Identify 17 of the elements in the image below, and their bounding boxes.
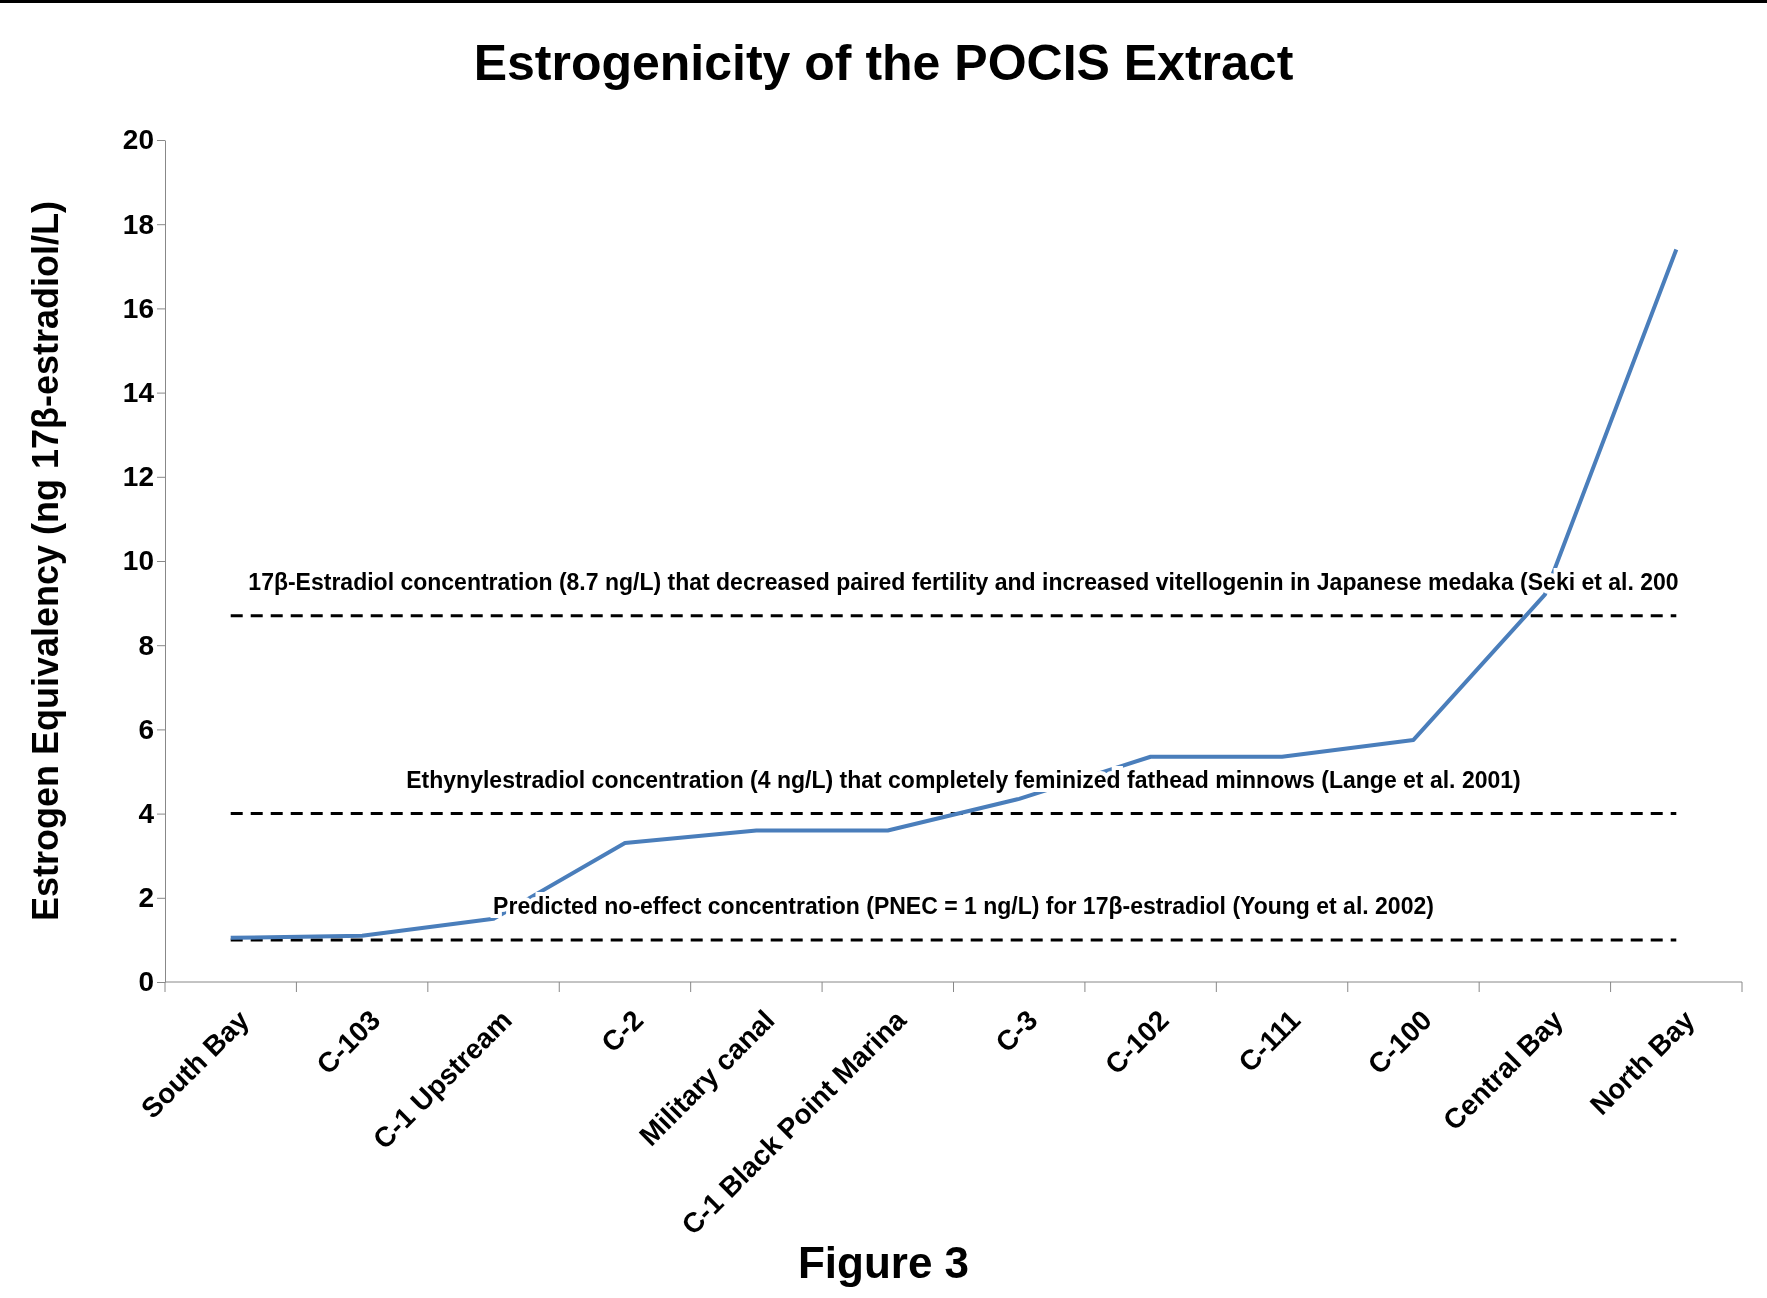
y-tick-label: 12: [122, 461, 154, 493]
y-tick-label: 0: [138, 966, 154, 998]
y-axis-title: Estrogen Equivalency (ng 17β-estradiol/L): [25, 200, 66, 922]
y-tick-label: 10: [122, 545, 154, 577]
line-series: [228, 247, 1679, 940]
x-tick-label: C-2: [595, 1004, 650, 1059]
y-tick-label: 20: [122, 124, 154, 156]
y-tick-label: 16: [122, 292, 154, 324]
y-tick-label: 6: [138, 713, 154, 745]
x-tick-label: C-3: [989, 1004, 1044, 1059]
y-tick-label: 14: [122, 377, 155, 409]
chart-title: Estrogenicity of the POCIS Extract: [473, 35, 1294, 91]
y-tick-label: 8: [138, 629, 154, 661]
caption: Figure 3: [797, 1238, 970, 1287]
y-tick-label: 18: [122, 208, 154, 240]
y-tick-label: 2: [138, 882, 154, 914]
y-tick-label: 4: [138, 798, 155, 830]
